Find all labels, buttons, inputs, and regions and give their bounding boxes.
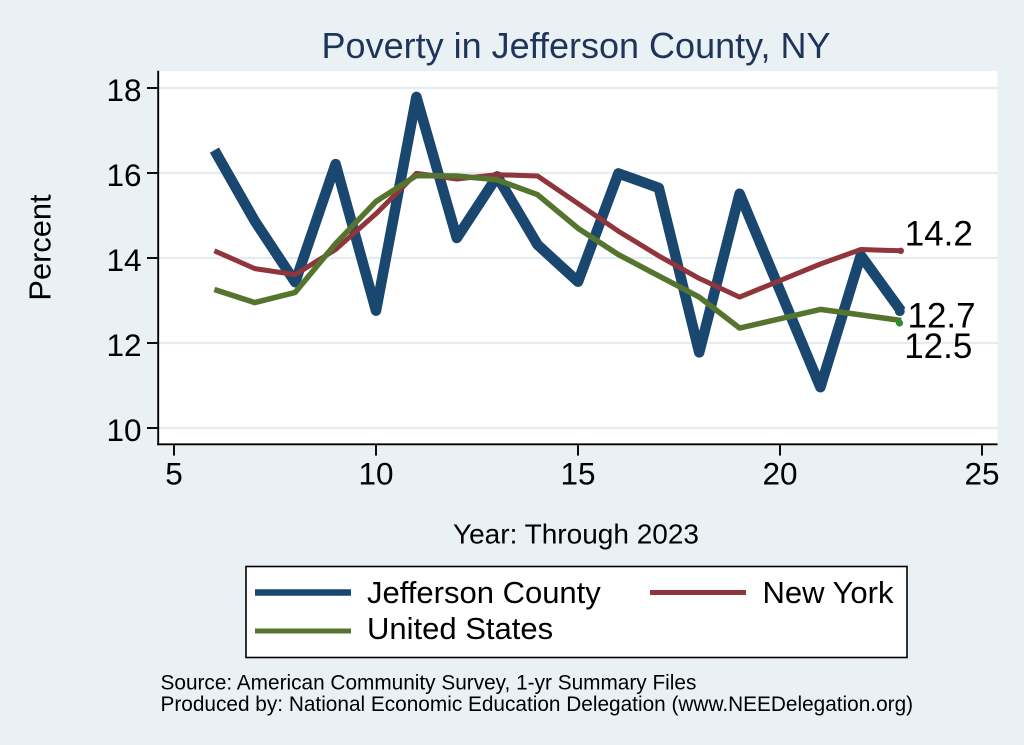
svg-text:Poverty in Jefferson County, N: Poverty in Jefferson County, NY bbox=[322, 25, 831, 66]
svg-text:12: 12 bbox=[106, 327, 141, 363]
svg-text:20: 20 bbox=[762, 456, 797, 492]
svg-text:18: 18 bbox=[106, 72, 141, 108]
svg-text:25: 25 bbox=[964, 456, 999, 492]
svg-text:15: 15 bbox=[560, 456, 595, 492]
svg-text:14.2: 14.2 bbox=[905, 215, 973, 254]
svg-text:Percent: Percent bbox=[23, 194, 58, 301]
svg-text:5: 5 bbox=[165, 456, 183, 492]
svg-text:16: 16 bbox=[106, 157, 141, 193]
svg-text:10: 10 bbox=[358, 456, 393, 492]
svg-text:10: 10 bbox=[106, 412, 141, 448]
svg-text:Produced by: National Economic: Produced by: National Economic Education… bbox=[161, 693, 914, 716]
svg-text:Year: Through 2023: Year: Through 2023 bbox=[453, 519, 699, 550]
svg-text:Source: American Community Sur: Source: American Community Survey, 1-yr … bbox=[161, 672, 697, 695]
svg-text:New York: New York bbox=[763, 575, 894, 610]
svg-text:12.7: 12.7 bbox=[908, 297, 976, 336]
svg-text:Jefferson County: Jefferson County bbox=[367, 575, 601, 610]
svg-text:12.5: 12.5 bbox=[904, 327, 972, 366]
svg-text:14: 14 bbox=[106, 242, 141, 278]
svg-text:United States: United States bbox=[367, 611, 553, 646]
